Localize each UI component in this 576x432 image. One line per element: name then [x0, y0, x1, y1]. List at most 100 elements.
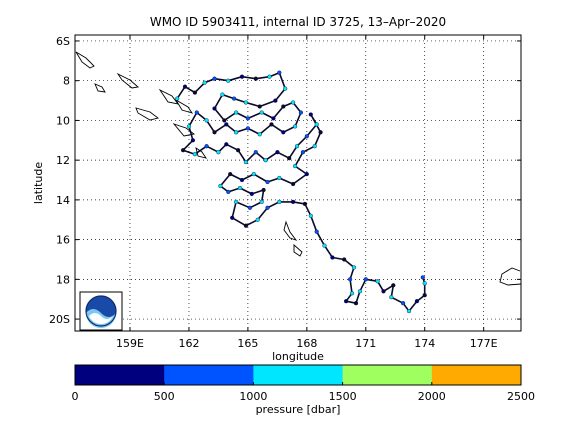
track-point	[243, 160, 248, 165]
coastline-shape	[116, 72, 140, 89]
colorbar-tick-label: 0	[72, 390, 79, 403]
track-point	[257, 132, 262, 137]
track-point	[224, 122, 229, 127]
x-axis-label: longitude	[272, 350, 324, 363]
track-point	[259, 199, 264, 204]
y-tick-label: 8	[63, 75, 70, 88]
track-point	[249, 191, 254, 196]
colorbar-frame	[74, 364, 522, 386]
colorbar-segment	[342, 365, 433, 385]
track-point	[414, 299, 419, 304]
track-point	[275, 150, 280, 155]
coastline-shape	[175, 99, 194, 114]
noaa-logo-icon	[79, 291, 123, 331]
float-track	[175, 70, 427, 314]
colorbar-tick-label: 500	[154, 390, 175, 403]
track-point	[237, 185, 243, 191]
track-point	[245, 126, 250, 131]
track-point	[273, 98, 278, 103]
track-point	[228, 172, 233, 177]
track-point	[322, 243, 327, 248]
coastline-shape	[499, 267, 522, 286]
track-point	[269, 122, 274, 127]
track-point	[216, 150, 221, 155]
track-point	[357, 289, 362, 294]
track-point	[239, 177, 245, 183]
track-point	[349, 291, 355, 296]
track-line	[176, 71, 426, 312]
track-point	[375, 279, 380, 284]
pressure-colorbar	[75, 365, 522, 385]
track-point	[318, 130, 323, 135]
track-point	[267, 74, 272, 79]
track-point	[245, 116, 250, 121]
track-point	[212, 76, 217, 81]
track-point	[253, 150, 258, 155]
track-point	[239, 74, 245, 79]
track-point	[420, 275, 425, 280]
track-point	[348, 277, 353, 282]
track-point	[312, 144, 317, 149]
track-point	[308, 112, 313, 117]
colorbar-segment	[75, 365, 165, 385]
coastline-shape	[135, 107, 160, 121]
track-point	[212, 130, 217, 135]
track-point	[406, 309, 412, 314]
chart-title: WMO ID 5903411, internal ID 3725, 13–Apr…	[150, 15, 446, 29]
track-point	[291, 199, 296, 204]
track-point	[224, 142, 229, 147]
y-tick-label: 14	[56, 194, 70, 207]
x-tick-label: 159E	[116, 337, 144, 350]
colorbar-ticks: 0 500 1000 1500 2000 2500	[72, 382, 535, 403]
colorbar-tick-label: 2000	[418, 390, 446, 403]
x-tick-label: 171	[355, 337, 376, 350]
x-tick-label: 174	[414, 337, 435, 350]
track-point	[308, 213, 313, 218]
track-point	[314, 122, 319, 127]
track-point	[234, 199, 239, 204]
track-point	[204, 118, 209, 123]
track-point	[304, 172, 309, 177]
track-point	[344, 299, 349, 304]
x-tick-label: 168	[296, 337, 317, 350]
y-tick-label: 6S	[56, 35, 70, 48]
colorbar-label: pressure [dbar]	[256, 403, 341, 416]
track-point	[277, 199, 282, 204]
track-point	[234, 110, 239, 115]
track-point	[381, 289, 386, 294]
y-tick-label: 10	[56, 114, 70, 127]
track-point	[251, 172, 256, 177]
track-point	[181, 148, 186, 153]
track-point	[204, 144, 209, 149]
x-axis-ticks: 159E 162 165 168 171 174 177E	[116, 35, 498, 350]
track-point	[294, 144, 300, 149]
track-point	[422, 281, 427, 286]
track-point	[283, 86, 288, 91]
track-point	[263, 158, 268, 163]
track-point	[293, 164, 298, 169]
coastline-shape	[75, 51, 95, 69]
track-point	[218, 183, 223, 189]
track-point	[253, 76, 258, 81]
map-axes: 159E 162 165 168 171 174 177E 6S 8 10 12 14 16 18 20S	[49, 34, 522, 350]
track-point	[175, 96, 180, 101]
colorbar-segment	[253, 365, 344, 385]
x-tick-label: 177E	[470, 337, 498, 350]
coastline-shape	[172, 123, 196, 137]
track-point	[271, 116, 276, 121]
map-frame	[74, 34, 522, 332]
y-tick-label: 16	[56, 234, 70, 247]
track-point	[212, 106, 217, 111]
track-point	[277, 175, 282, 181]
track-point	[243, 223, 248, 228]
track-point	[314, 229, 319, 234]
colorbar-tick-label: 1000	[239, 390, 267, 403]
track-point	[391, 283, 396, 288]
colorbar-tick-label: 2500	[507, 390, 535, 403]
track-point	[192, 152, 197, 157]
y-tick-label: 20S	[49, 313, 70, 326]
x-tick-label: 162	[178, 337, 199, 350]
track-point	[300, 150, 305, 155]
track-point	[304, 134, 309, 139]
